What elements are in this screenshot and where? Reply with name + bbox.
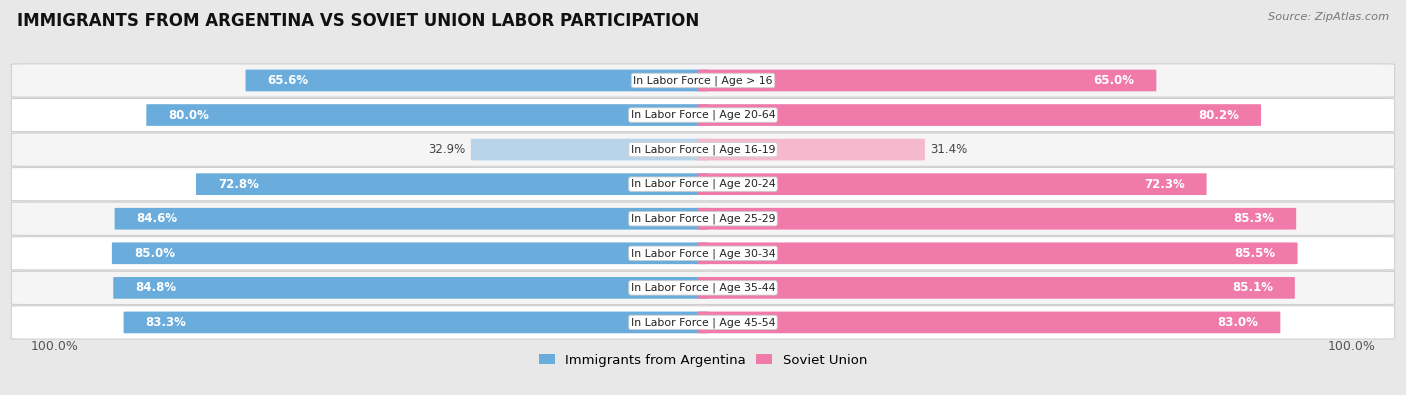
Text: 85.0%: 85.0% [134, 247, 174, 260]
FancyBboxPatch shape [124, 312, 709, 333]
FancyBboxPatch shape [697, 139, 925, 160]
Text: Source: ZipAtlas.com: Source: ZipAtlas.com [1268, 12, 1389, 22]
FancyBboxPatch shape [11, 202, 1395, 235]
FancyBboxPatch shape [697, 243, 1298, 264]
Text: IMMIGRANTS FROM ARGENTINA VS SOVIET UNION LABOR PARTICIPATION: IMMIGRANTS FROM ARGENTINA VS SOVIET UNIO… [17, 12, 699, 30]
Text: 100.0%: 100.0% [1327, 340, 1375, 354]
FancyBboxPatch shape [697, 312, 1281, 333]
FancyBboxPatch shape [195, 173, 709, 195]
Text: 65.6%: 65.6% [267, 74, 309, 87]
Text: 72.3%: 72.3% [1144, 178, 1185, 191]
Text: 85.1%: 85.1% [1232, 281, 1272, 294]
FancyBboxPatch shape [11, 306, 1395, 339]
Text: 100.0%: 100.0% [31, 340, 79, 354]
FancyBboxPatch shape [246, 70, 709, 91]
Text: 85.5%: 85.5% [1234, 247, 1275, 260]
FancyBboxPatch shape [115, 208, 709, 229]
Text: 84.8%: 84.8% [135, 281, 176, 294]
Legend: Immigrants from Argentina, Soviet Union: Immigrants from Argentina, Soviet Union [533, 348, 873, 372]
Text: In Labor Force | Age 35-44: In Labor Force | Age 35-44 [631, 282, 775, 293]
Text: In Labor Force | Age 20-64: In Labor Force | Age 20-64 [631, 110, 775, 120]
FancyBboxPatch shape [11, 271, 1395, 305]
Text: 32.9%: 32.9% [427, 143, 465, 156]
Text: In Labor Force | Age 16-19: In Labor Force | Age 16-19 [631, 144, 775, 155]
FancyBboxPatch shape [697, 208, 1296, 229]
Text: 85.3%: 85.3% [1233, 212, 1274, 225]
FancyBboxPatch shape [11, 98, 1395, 132]
FancyBboxPatch shape [11, 167, 1395, 201]
FancyBboxPatch shape [697, 173, 1206, 195]
Text: In Labor Force | Age 45-54: In Labor Force | Age 45-54 [631, 317, 775, 328]
FancyBboxPatch shape [697, 70, 1156, 91]
Text: 83.0%: 83.0% [1218, 316, 1258, 329]
FancyBboxPatch shape [471, 139, 709, 160]
FancyBboxPatch shape [11, 237, 1395, 270]
Text: In Labor Force | Age 25-29: In Labor Force | Age 25-29 [631, 213, 775, 224]
Text: In Labor Force | Age 30-34: In Labor Force | Age 30-34 [631, 248, 775, 259]
Text: 31.4%: 31.4% [931, 143, 967, 156]
FancyBboxPatch shape [697, 104, 1261, 126]
FancyBboxPatch shape [11, 64, 1395, 97]
Text: 65.0%: 65.0% [1094, 74, 1135, 87]
FancyBboxPatch shape [146, 104, 709, 126]
FancyBboxPatch shape [697, 277, 1295, 299]
Text: 84.6%: 84.6% [136, 212, 177, 225]
Text: In Labor Force | Age > 16: In Labor Force | Age > 16 [633, 75, 773, 86]
Text: 83.3%: 83.3% [146, 316, 187, 329]
Text: 80.2%: 80.2% [1198, 109, 1239, 122]
FancyBboxPatch shape [112, 243, 709, 264]
Text: 80.0%: 80.0% [169, 109, 209, 122]
FancyBboxPatch shape [114, 277, 709, 299]
Text: In Labor Force | Age 20-24: In Labor Force | Age 20-24 [631, 179, 775, 190]
Text: 72.8%: 72.8% [218, 178, 259, 191]
FancyBboxPatch shape [11, 133, 1395, 166]
